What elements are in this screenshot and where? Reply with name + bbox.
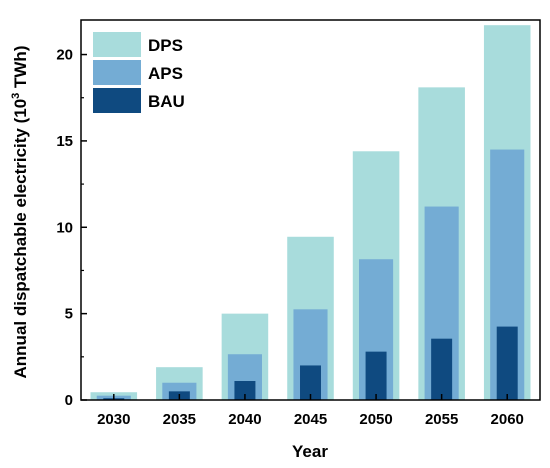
x-tick-label-2045: 2045 <box>294 411 327 428</box>
y-tick-label-20: 20 <box>56 47 73 64</box>
bars-layer <box>90 25 531 401</box>
legend-label-aps: APS <box>148 64 183 83</box>
x-tick-label-2055: 2055 <box>425 411 458 428</box>
legend-label-bau: BAU <box>148 92 185 111</box>
y-tick-label-5: 5 <box>65 306 73 323</box>
y-axis-title-superscript: 3 <box>10 93 22 99</box>
bar-bau-2060 <box>496 326 518 400</box>
x-axis-title: Year <box>292 442 328 461</box>
y-tick-label-10: 10 <box>56 219 73 236</box>
y-tick-label-15: 15 <box>56 133 73 150</box>
x-tick-label-2060: 2060 <box>491 411 524 428</box>
x-tick-label-2040: 2040 <box>228 411 261 428</box>
legend: DPS APS BAU <box>93 32 185 113</box>
bar-bau-2045 <box>300 365 321 400</box>
y-axis-title: Annual dispatchable electricity (103 TWh… <box>10 46 30 379</box>
legend-label-dps: DPS <box>148 36 183 55</box>
x-tick-label-2035: 2035 <box>163 411 196 428</box>
bar-bau-2040 <box>234 381 256 400</box>
y-axis-title-text: Annual dispatchable electricity (10 <box>11 99 30 379</box>
y-axis: 0 5 10 15 20 <box>56 47 87 409</box>
x-tick-label-2030: 2030 <box>97 411 130 428</box>
legend-swatch-bau <box>93 88 141 113</box>
x-axis: 2030 2035 2040 2045 2050 2055 2060 <box>97 394 524 428</box>
legend-swatch-aps <box>93 60 141 85</box>
y-tick-label-0: 0 <box>65 392 73 409</box>
x-tick-label-2050: 2050 <box>359 411 392 428</box>
y-axis-title-unit: TWh) <box>11 46 30 93</box>
bar-bau-2050 <box>365 351 387 400</box>
legend-swatch-dps <box>93 32 141 57</box>
bar-bau-2055 <box>431 338 453 400</box>
